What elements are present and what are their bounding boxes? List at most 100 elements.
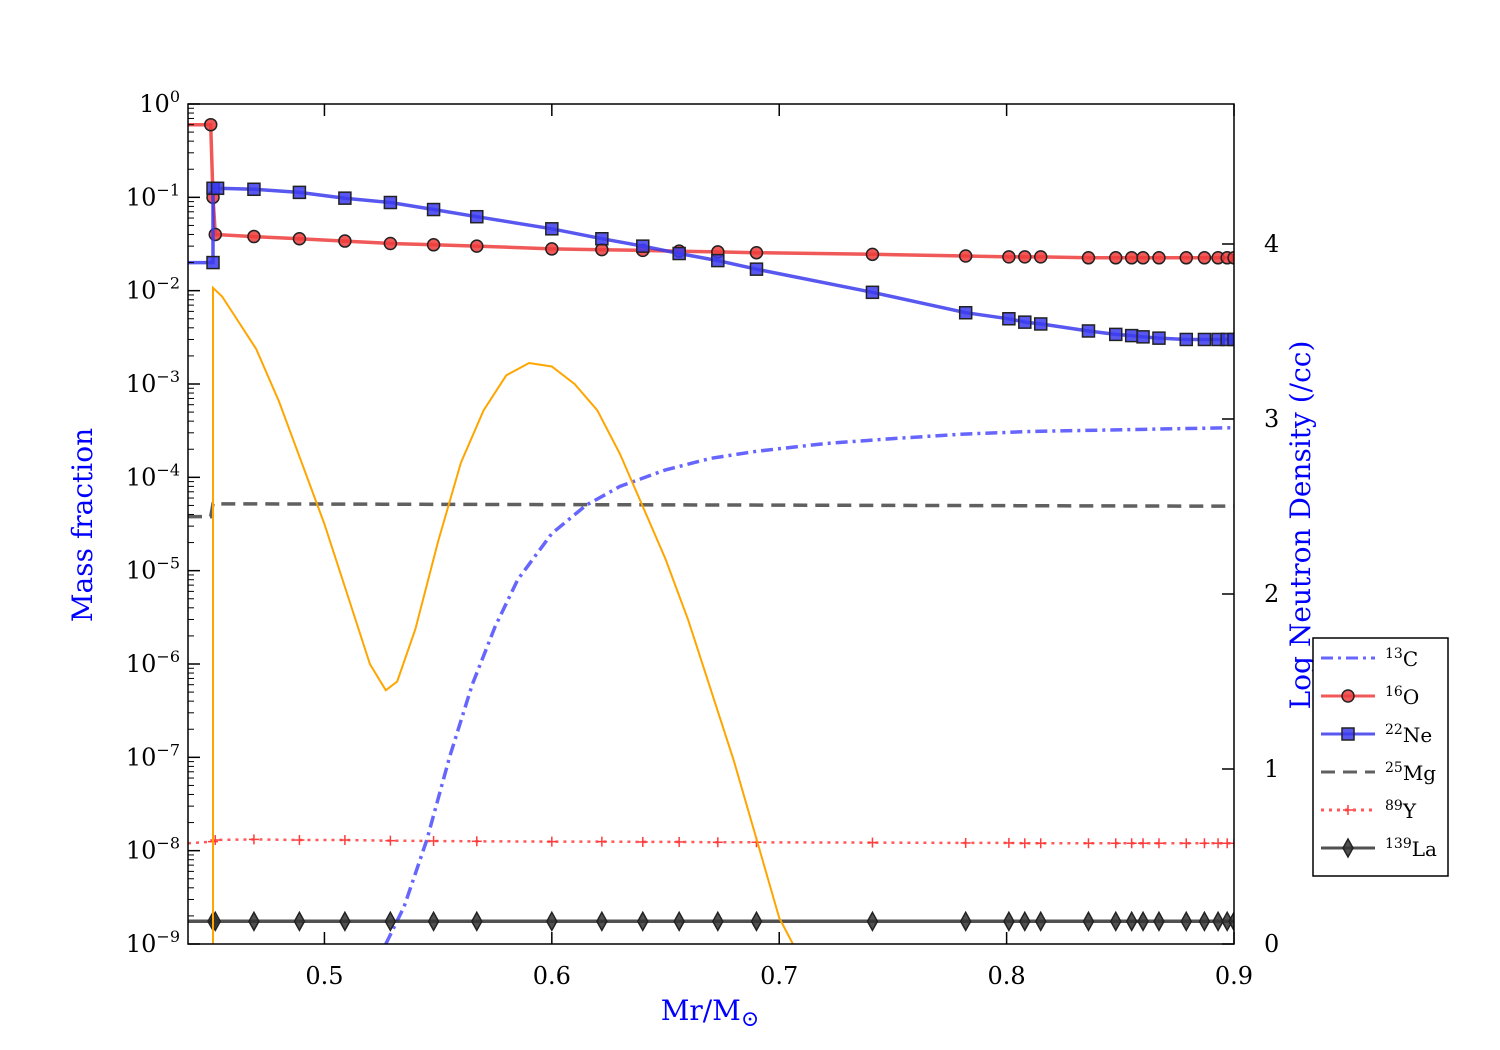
marker-y89 — [1126, 838, 1137, 849]
series-mg25 — [188, 502, 1234, 519]
y-axis-left: 100 10−1 10−2 10−3 10−4 10−5 10−6 10−7 10−8 10−9 — [126, 87, 200, 958]
marker-ne22 — [636, 239, 650, 253]
marker-o16 — [1018, 250, 1032, 264]
neutron-density-line — [212, 285, 794, 944]
marker-ne22 — [1033, 317, 1048, 331]
marker-la139 — [1109, 910, 1122, 932]
marker-ne22 — [1002, 312, 1016, 326]
y-tick-label: 100 — [139, 87, 180, 118]
marker-ne22 — [1018, 315, 1032, 329]
marker-la139 — [1137, 910, 1149, 932]
marker-o16 — [1081, 251, 1096, 265]
marker-ne22 — [1179, 332, 1193, 347]
series-y89 — [188, 834, 1234, 849]
legend-item-mg25: 25Mg — [1321, 760, 1436, 785]
neutron-density-layer — [212, 285, 794, 944]
marker-la139 — [384, 910, 397, 932]
marker-ne22 — [292, 185, 307, 200]
marker-la139 — [545, 910, 558, 932]
marker-ne22 — [247, 182, 261, 197]
marker-ne22 — [865, 285, 880, 300]
legend-item-ne22: 22Ne — [1321, 722, 1432, 747]
marker-y89 — [712, 837, 723, 848]
marker-ne22 — [210, 181, 225, 196]
y2-tick-label: 2 — [1264, 580, 1279, 608]
x-axis: 0.5 0.6 0.7 0.8 0.9 — [305, 104, 1253, 990]
marker-ne22 — [470, 209, 484, 224]
marker-ne22 — [672, 246, 686, 261]
marker-y89 — [1181, 838, 1192, 849]
marker-y89 — [1213, 838, 1224, 849]
marker-ne22 — [958, 305, 973, 320]
marker-la139 — [1018, 910, 1031, 932]
marker-la139 — [959, 910, 972, 932]
marker-la139 — [595, 910, 608, 932]
legend-marker-o16 — [1341, 689, 1355, 703]
y-tick-label: 10−6 — [126, 647, 180, 678]
marker-y89 — [960, 837, 971, 848]
marker-o16 — [958, 249, 973, 263]
x-tick-label: 0.8 — [988, 962, 1026, 990]
marker-ne22 — [711, 253, 725, 268]
y-tick-label: 10−5 — [126, 554, 180, 585]
legend-item-c13: 13C — [1321, 646, 1418, 671]
marker-o16 — [1136, 251, 1150, 265]
x-tick-label: 0.9 — [1215, 962, 1253, 990]
marker-la139 — [1212, 910, 1224, 932]
marker-ne22 — [1227, 332, 1234, 347]
y2-axis-title: Log Neutron Density (/cc) — [1284, 341, 1317, 710]
y-tick-label: 10−3 — [126, 367, 180, 398]
marker-la139 — [248, 910, 260, 932]
plot-series — [188, 117, 1234, 944]
marker-o16 — [1227, 251, 1234, 265]
marker-y89 — [596, 836, 607, 847]
marker-ne22 — [1109, 327, 1123, 342]
marker-y89 — [248, 834, 259, 845]
y2-tick-label: 0 — [1264, 930, 1279, 958]
marker-la139 — [1198, 910, 1211, 932]
marker-o16 — [749, 245, 764, 260]
marker-ne22 — [1197, 332, 1212, 347]
marker-y89 — [1035, 838, 1046, 849]
marker-la139 — [427, 910, 440, 932]
marker-ne22 — [1136, 330, 1150, 344]
marker-y89 — [1003, 837, 1014, 848]
marker-o16 — [1124, 251, 1139, 265]
marker-ne22 — [1124, 328, 1139, 343]
series-line-mg25 — [188, 502, 1234, 519]
marker-o16 — [1002, 250, 1016, 264]
x-tick-label: 0.5 — [305, 962, 343, 990]
marker-la139 — [1153, 910, 1165, 932]
marker-ne22 — [338, 191, 352, 205]
marker-ne22 — [749, 262, 764, 276]
marker-y89 — [385, 835, 396, 846]
y2-tick-label: 3 — [1264, 405, 1279, 433]
marker-ne22 — [383, 195, 398, 210]
y-axis-right: 0 1 2 3 4 — [1222, 230, 1279, 958]
marker-y89 — [1138, 838, 1149, 849]
marker-y89 — [471, 836, 482, 847]
marker-la139 — [750, 910, 763, 932]
legend-label-la139: 139La — [1385, 836, 1437, 861]
marker-la139 — [673, 910, 686, 932]
marker-o16 — [1197, 251, 1212, 265]
marker-y89 — [1199, 838, 1210, 849]
marker-o16 — [1179, 251, 1193, 265]
marker-la139 — [1125, 910, 1138, 932]
legend-label-o16: 16O — [1385, 684, 1419, 709]
series-la139 — [188, 910, 1234, 932]
y-tick-label: 10−8 — [126, 834, 180, 865]
series-c13 — [384, 425, 1234, 944]
y-tick-label: 10−2 — [126, 274, 180, 305]
marker-la139 — [339, 910, 351, 932]
legend-item-o16: 16O — [1321, 684, 1419, 709]
legend-marker-la139 — [1342, 837, 1354, 859]
marker-o16 — [470, 239, 484, 253]
marker-la139 — [1034, 910, 1047, 932]
marker-o16 — [338, 234, 352, 248]
series-ne22 — [188, 181, 1234, 347]
y-tick-label: 10−7 — [126, 740, 180, 771]
legend-label-c13: 13C — [1385, 646, 1418, 671]
marker-y89 — [1229, 838, 1234, 849]
marker-y89 — [210, 835, 221, 846]
